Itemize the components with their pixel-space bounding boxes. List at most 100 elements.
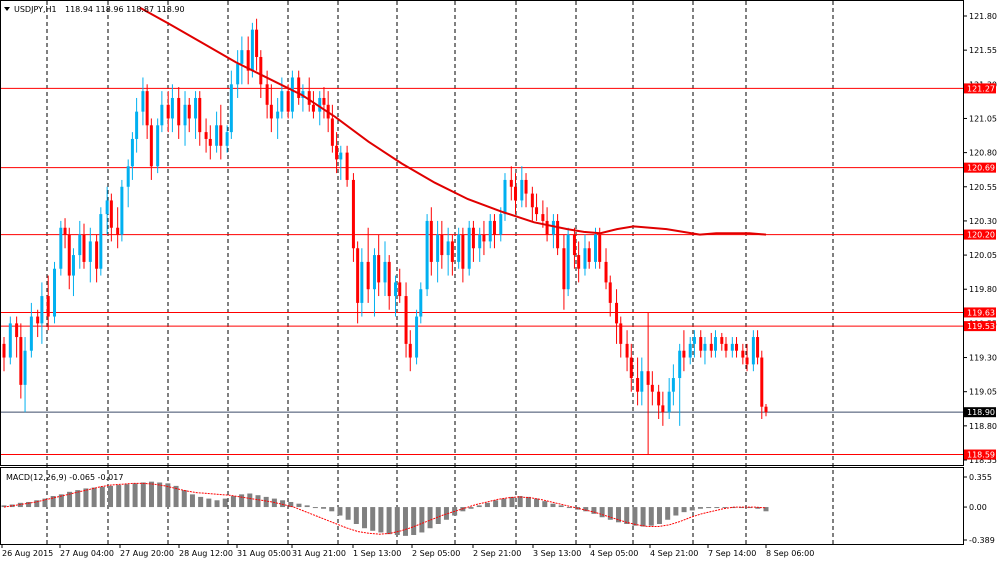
candle-body <box>724 343 728 351</box>
candle-body <box>105 200 109 215</box>
time-tick-label: 26 Aug 2015 <box>2 549 53 558</box>
time-tick-label: 8 Sep 06:00 <box>766 549 814 558</box>
macd-bar <box>370 507 376 531</box>
macd-bar <box>558 505 564 508</box>
macd-bar <box>148 481 154 508</box>
macd-bar <box>681 507 687 513</box>
macd-tick-label: 0.355 <box>969 473 992 482</box>
macd-bar <box>493 500 499 508</box>
macd-bar <box>288 501 294 508</box>
time-tick-label: 1 Sep 13:00 <box>353 549 401 558</box>
macd-bar <box>591 507 597 514</box>
level-label: 120.69 <box>967 164 995 173</box>
candle-body <box>194 97 198 119</box>
macd-bar <box>402 507 408 536</box>
macd-bar <box>697 507 703 509</box>
macd-bar <box>189 494 195 508</box>
candle-body <box>756 337 760 358</box>
candle-body <box>499 214 503 235</box>
candle-body <box>745 357 749 365</box>
candle-body <box>99 214 103 269</box>
candle-body <box>593 234 597 262</box>
candle-body <box>551 220 555 235</box>
candle-body <box>604 261 608 283</box>
macd-signal <box>3 482 767 535</box>
candle-body <box>356 248 360 303</box>
macd-bar <box>648 507 654 526</box>
candle-body <box>556 220 560 249</box>
candle-body <box>387 261 391 297</box>
level-label-bg <box>964 83 996 94</box>
macd-bar <box>484 502 490 508</box>
candle-body <box>229 84 233 133</box>
time-tick-label: 4 Sep 05:00 <box>590 549 638 558</box>
candle-body <box>520 179 524 201</box>
macd-bar <box>280 500 286 508</box>
candle-body <box>78 234 82 256</box>
candle-body <box>225 132 229 146</box>
candle-body <box>59 227 63 269</box>
candle-body <box>116 227 120 235</box>
candle-body <box>2 343 6 358</box>
candle-body <box>709 343 713 351</box>
candle-body <box>419 289 423 317</box>
candle-body <box>330 118 334 146</box>
candle-body <box>429 220 433 262</box>
candle-body <box>63 227 67 235</box>
candle-body <box>141 91 145 112</box>
macd-bar <box>689 507 695 511</box>
candle-body <box>608 282 612 303</box>
time-tick-label: 4 Sep 21:00 <box>650 549 698 558</box>
macd-bar <box>419 507 425 533</box>
candle-body <box>297 77 301 98</box>
level-label: 118.59 <box>967 451 995 460</box>
candle-body <box>509 179 513 187</box>
time-tick-label: 31 Aug 21:00 <box>292 549 346 558</box>
candle-body <box>545 220 549 235</box>
macd-bar <box>214 500 220 508</box>
candle-body <box>671 378 675 392</box>
candle-body <box>236 63 240 85</box>
candle-body <box>183 104 187 126</box>
candle-body <box>492 220 496 235</box>
macd-bar <box>157 482 163 508</box>
candle-body <box>657 391 661 406</box>
price-tick-label: 119.05 <box>969 388 997 397</box>
candle-body <box>351 179 355 249</box>
level-label: 119.63 <box>967 308 995 317</box>
candle-body <box>372 255 376 290</box>
macd-axis: 0.355 0.00 -0.389 <box>963 473 995 545</box>
candle-body <box>198 97 202 133</box>
macd-bar <box>34 500 40 508</box>
macd-bar <box>263 496 269 508</box>
macd-bar <box>198 496 204 508</box>
macd-tick-label: -0.389 <box>969 536 995 545</box>
macd-bar <box>525 496 531 508</box>
candle-body <box>720 337 724 344</box>
macd-bar <box>640 507 646 527</box>
macd-bar <box>755 507 761 509</box>
candle-body <box>583 248 587 269</box>
candle-body <box>577 255 581 269</box>
macd-bar <box>206 498 212 508</box>
candle-body <box>246 50 250 71</box>
candle-body <box>318 97 322 112</box>
candle-body <box>692 337 696 344</box>
macd-bar <box>99 486 105 508</box>
macd-bar <box>230 496 236 508</box>
macd-bar <box>239 494 245 508</box>
dropdown-triangle-icon[interactable] <box>4 7 10 11</box>
candle-body <box>366 261 370 290</box>
candle-body <box>764 406 768 413</box>
macd-bar <box>616 507 622 523</box>
symbol-label: USDJPY,H1 <box>14 5 57 14</box>
candle-body <box>425 220 429 290</box>
candle-body <box>636 378 640 392</box>
macd-bar <box>42 498 48 508</box>
candle-body <box>15 323 19 338</box>
candle-body <box>204 132 208 139</box>
candle-body <box>530 193 534 208</box>
candle-body <box>240 50 244 64</box>
candle-body <box>625 343 629 358</box>
macd-bar <box>321 507 327 509</box>
